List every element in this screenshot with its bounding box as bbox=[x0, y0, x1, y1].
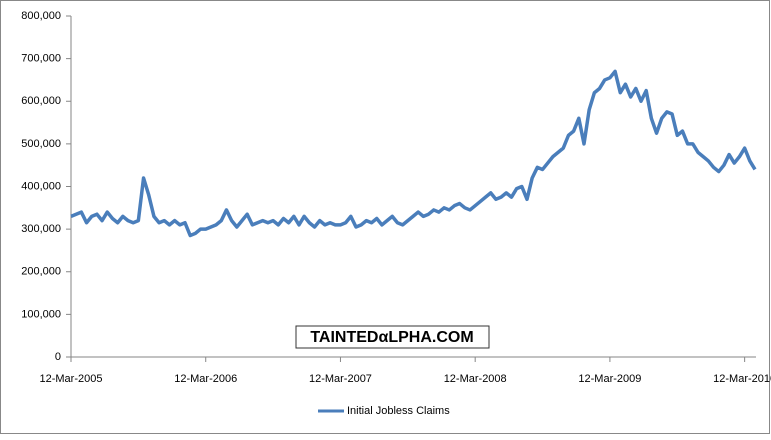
y-tick-label: 500,000 bbox=[21, 138, 61, 150]
x-tick-label: 12-Mar-2005 bbox=[40, 373, 103, 385]
legend-label: Initial Jobless Claims bbox=[347, 405, 450, 417]
y-tick-label: 400,000 bbox=[21, 180, 61, 192]
y-tick-label: 800,000 bbox=[21, 10, 61, 22]
x-tick-label: 12-Mar-2010 bbox=[713, 373, 771, 385]
y-tick-label: 600,000 bbox=[21, 95, 61, 107]
line-series bbox=[70, 69, 757, 238]
x-tick-label: 12-Mar-2007 bbox=[309, 373, 372, 385]
y-tick-label: 700,000 bbox=[21, 53, 61, 65]
watermark: TAINTEDαLPHA.COM bbox=[310, 329, 473, 346]
y-tick-label: 0 bbox=[55, 351, 61, 363]
x-tick-label: 12-Mar-2006 bbox=[174, 373, 237, 385]
x-tick-label: 12-Mar-2008 bbox=[444, 373, 507, 385]
y-tick-label: 300,000 bbox=[21, 223, 61, 235]
y-tick-label: 100,000 bbox=[21, 308, 61, 320]
x-tick-label: 12-Mar-2009 bbox=[578, 373, 641, 385]
watermark-box bbox=[295, 325, 490, 349]
y-tick-label: 200,000 bbox=[21, 266, 61, 278]
